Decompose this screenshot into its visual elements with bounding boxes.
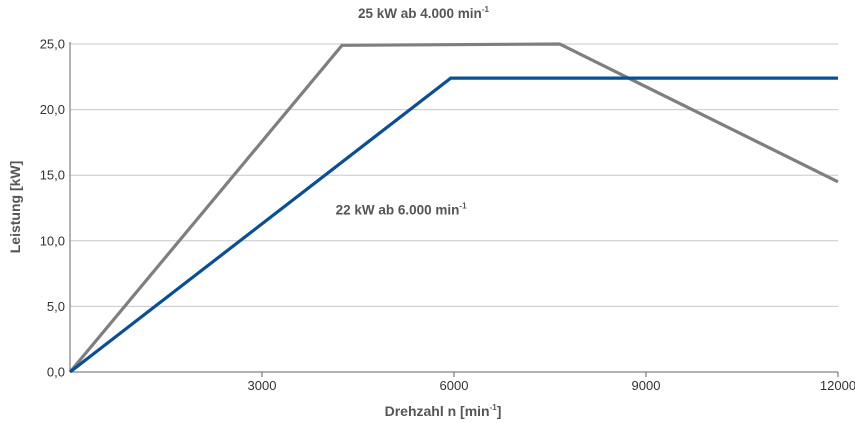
annotation-1: 25 kW ab 4.000 min-1 xyxy=(358,5,489,21)
x-axis-label: Drehzahl n [min-1] xyxy=(385,403,502,419)
x-tick-label: 6000 xyxy=(440,378,469,393)
y-axis-label: Leistung [kW] xyxy=(7,161,23,254)
x-tick-label: 3000 xyxy=(248,378,277,393)
y-tick-label: 15,0 xyxy=(40,168,65,183)
gridlines xyxy=(70,43,838,307)
x-tick-label: 9000 xyxy=(632,378,661,393)
annotation-2: 22 kW ab 6.000 min-1 xyxy=(336,202,467,218)
x-axis-label-sup: -1 xyxy=(490,403,498,412)
y-tick-label: 0,0 xyxy=(47,365,65,380)
x-tick-labels: 3000 6000 9000 12000 xyxy=(248,372,855,393)
series-lines xyxy=(68,42,839,374)
series-line-1 xyxy=(68,42,839,374)
x-axis-label-main: Drehzahl n [min xyxy=(385,403,490,419)
x-axis-label-suffix: ] xyxy=(497,403,502,419)
y-tick-label: 10,0 xyxy=(40,233,65,248)
y-tick-label: 20,0 xyxy=(40,102,65,117)
y-tick-label: 25,0 xyxy=(40,37,65,52)
series-line-2 xyxy=(69,76,838,374)
y-tick-labels: 0,0 5,0 10,0 15,0 20,0 25,0 xyxy=(40,37,65,380)
y-tick-label: 5,0 xyxy=(47,299,65,314)
annotations: 25 kW ab 4.000 min-1 22 kW ab 6.000 min-1 xyxy=(336,5,490,218)
x-tick-label: 12000 xyxy=(820,378,855,393)
